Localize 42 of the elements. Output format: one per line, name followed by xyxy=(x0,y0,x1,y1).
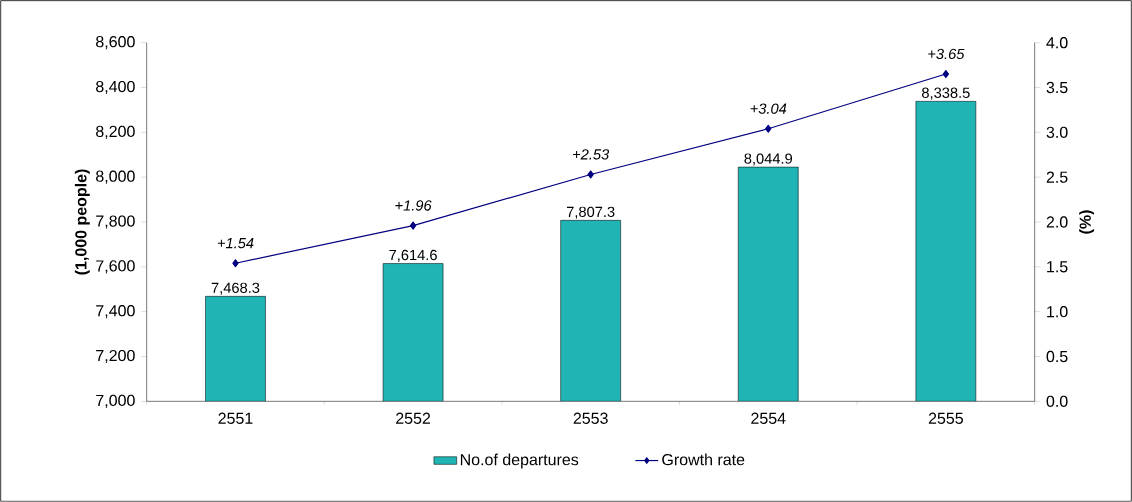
data-label: 8,044.9 xyxy=(744,153,793,166)
y-tick-label: 8,000 xyxy=(96,170,135,184)
x-tick-label: 2555 xyxy=(928,412,963,424)
y2-tick-label: 0.0 xyxy=(1046,395,1068,407)
point xyxy=(942,69,950,79)
data-label: +3.04 xyxy=(750,103,787,114)
y2-tick-label: 1.5 xyxy=(1047,261,1068,273)
point xyxy=(587,170,594,179)
data-label: 7,807.3 xyxy=(566,206,615,219)
data-label: +2.53 xyxy=(573,149,610,160)
x-tick-label: 2551 xyxy=(218,412,253,424)
legend-label: No.of departures xyxy=(460,453,579,469)
y-tick-label: 7,400 xyxy=(96,305,135,319)
legend-label: Growth rate xyxy=(662,453,745,466)
y-tick-label: 8,400 xyxy=(96,80,135,95)
y2-tick-label: 2.5 xyxy=(1046,171,1068,183)
point xyxy=(409,221,417,230)
data-label: 8,338.5 xyxy=(922,87,970,100)
data-label: +1.54 xyxy=(217,238,254,249)
y2-tick-label: 3.5 xyxy=(1046,81,1068,94)
x-tick-label: 2554 xyxy=(751,412,786,424)
y2-tick-label: 3.0 xyxy=(1046,126,1068,138)
data-label: +3.65 xyxy=(928,48,965,60)
data-label: 7,468.3 xyxy=(211,282,260,295)
y-tick-label: 7,600 xyxy=(96,260,135,274)
x-tick-label: 2553 xyxy=(573,412,608,424)
y-tick-label: 7,200 xyxy=(96,349,135,364)
point xyxy=(765,124,772,133)
data-label: +1.96 xyxy=(395,200,432,211)
y2-tick-label: 2.0 xyxy=(1046,216,1068,228)
y2-tick-label: 1.0 xyxy=(1047,306,1068,318)
y-tick-label: 7,000 xyxy=(96,394,135,408)
x-tick-label: 2552 xyxy=(396,412,431,424)
y-axis-title: (1,000 people) xyxy=(74,169,90,275)
y-tick-label: 8,200 xyxy=(96,125,135,139)
point xyxy=(232,259,239,268)
data-label: 7,614.6 xyxy=(389,249,437,262)
y2-tick-label: 4.0 xyxy=(1046,37,1068,49)
y-tick-label: 7,800 xyxy=(96,215,135,229)
y-tick-label: 8,600 xyxy=(96,36,135,50)
y2-tick-label: 0.5 xyxy=(1046,350,1068,363)
y2-axis-title: (%) xyxy=(1079,210,1095,234)
